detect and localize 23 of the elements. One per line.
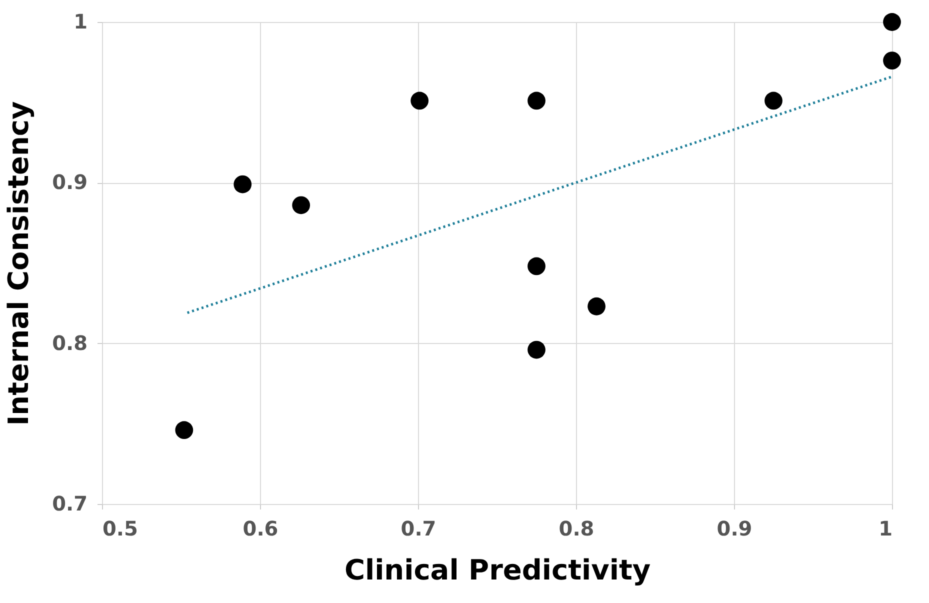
point <box>883 52 901 70</box>
y-tick-label: 0.7 <box>52 492 88 516</box>
point <box>528 340 546 359</box>
y-tick-label: 0.9 <box>52 170 88 194</box>
point <box>528 92 546 110</box>
x-tick-label: 0.7 <box>400 516 436 540</box>
point <box>588 297 606 316</box>
x-tick-label: 0.5 <box>102 516 138 540</box>
y-axis-title: Internal Consistency <box>2 101 36 426</box>
x-tick-label: 0.9 <box>716 516 752 540</box>
point <box>234 175 252 194</box>
x-tick-label: 0.8 <box>558 516 594 540</box>
point <box>528 257 546 276</box>
y-tick-label: 1 <box>74 10 88 34</box>
point <box>175 421 194 440</box>
x-tick-label: 0.6 <box>242 516 278 540</box>
point <box>410 92 429 110</box>
y-tick-label: 0.8 <box>52 330 88 355</box>
point <box>764 92 782 110</box>
point <box>883 13 901 31</box>
point <box>292 196 310 214</box>
x-tick-label: 1 <box>878 516 892 540</box>
x-axis-title: Clinical Predictivity <box>344 554 651 586</box>
